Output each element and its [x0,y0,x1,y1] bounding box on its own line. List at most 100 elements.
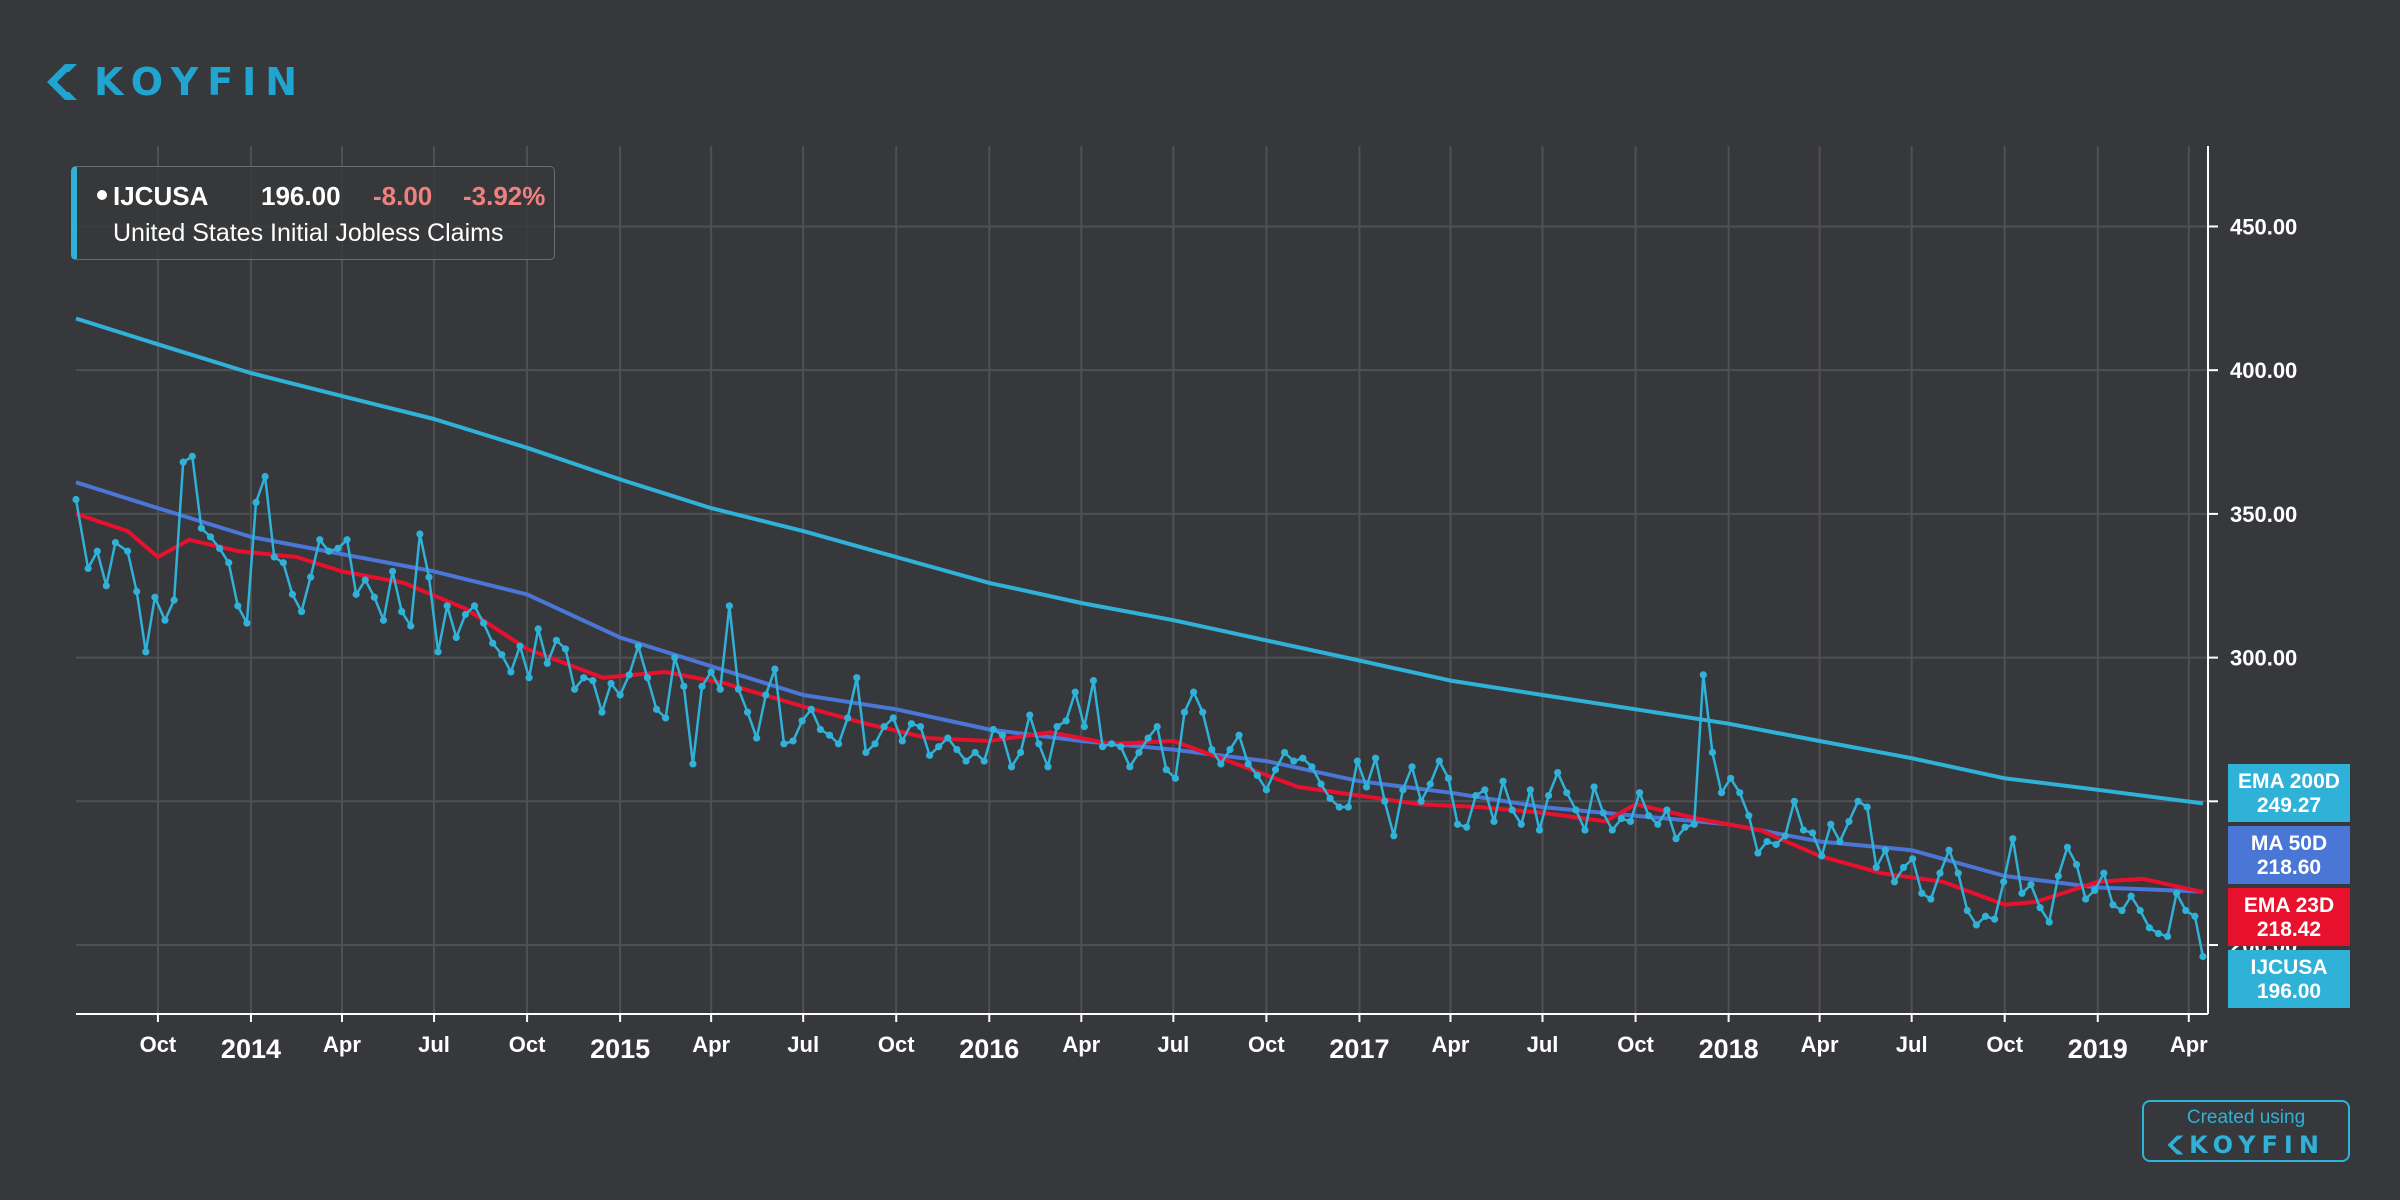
data-point [634,642,642,650]
data-point [1745,812,1753,820]
data-point [2109,901,2117,909]
data-point [352,590,360,598]
data-point [1089,676,1098,685]
data-point [1508,806,1516,814]
data-point [1599,809,1607,817]
data-point [1326,794,1334,803]
data-point [1180,708,1189,716]
data-point [379,616,388,624]
data-point [1007,763,1016,771]
data-point [1672,835,1680,843]
x-tick-label: Oct [1617,1032,1654,1057]
data-point [2173,889,2181,897]
data-point [1381,797,1389,805]
created-using-badge[interactable]: Created using KOYFIN [2142,1100,2350,1162]
data-point [2027,881,2035,889]
data-point [1808,829,1817,837]
koyfin-logo-icon [47,64,77,100]
badge-bg [2228,950,2350,1008]
data-point [1854,797,1862,805]
data-point [825,731,834,739]
data-point [1818,852,1826,860]
y-tick-label: 350.00 [2230,502,2297,527]
data-point [880,722,888,731]
data-point [1217,760,1225,768]
x-tick-label: Oct [878,1032,915,1057]
data-point [789,737,797,745]
data-point [479,619,488,627]
data-point [1199,708,1207,716]
x-tick-label: Jul [1527,1032,1559,1057]
data-point [762,691,770,699]
data-point [361,576,369,584]
data-point [507,668,515,676]
data-point [1736,789,1744,797]
data-point [889,714,897,722]
data-point [1927,895,1935,903]
data-point [1435,757,1443,765]
data-point [998,731,1007,739]
data-point [1645,812,1653,820]
data-point [2000,878,2008,886]
badge-value: 196.00 [2257,980,2321,1003]
data-point [1563,789,1571,797]
data-point [1490,817,1498,826]
data-point [489,639,497,647]
data-point [93,547,101,555]
data-point [461,610,469,619]
x-tick-label: Apr [323,1032,361,1057]
data-point [853,674,861,682]
x-tick-label: Apr [1062,1032,1100,1057]
data-point [388,567,397,575]
data-point [1781,832,1789,840]
data-point [133,587,141,596]
data-point [1890,878,1899,886]
x-tick-label: Oct [1986,1032,2023,1057]
data-point [1708,748,1717,757]
data-point [188,452,196,461]
data-point [297,608,306,616]
data-point [1463,823,1471,831]
data-point [1144,734,1152,742]
data-point [206,533,215,541]
data-point [343,536,351,544]
data-point [907,720,916,728]
data-point [543,659,551,667]
data-point [1098,743,1107,751]
x-tick-label: Apr [692,1032,730,1057]
data-point [1918,889,1926,897]
data-point [1636,789,1644,797]
data-point [279,559,287,567]
data-point [1044,763,1052,771]
data-point [2191,912,2199,920]
data-point [123,547,132,555]
data-point [498,651,506,659]
data-point [1699,671,1707,679]
badge-label: IJCUSA [2250,956,2327,979]
data-point [325,547,333,555]
data-point [1936,869,1944,877]
badge-label: MA 50D [2251,832,2327,855]
data-point [1836,837,1844,846]
data-point [1626,817,1635,826]
legend-ticker: IJCUSA [97,181,208,212]
badge-value: 218.42 [2257,918,2321,941]
data-point [1717,789,1726,797]
data-point [261,472,269,481]
data-point [1663,806,1671,814]
data-point [862,748,870,757]
data-point [1799,826,1808,834]
data-point [2018,889,2026,897]
data-point [834,740,843,748]
data-point [680,682,688,690]
data-point [2163,932,2172,940]
data-point [844,714,852,722]
data-point [725,602,733,610]
data-point [534,625,542,633]
data-point [671,654,679,662]
data-point [407,622,415,630]
data-point [1353,757,1362,765]
legend-change-pct: -3.92% [463,181,546,211]
